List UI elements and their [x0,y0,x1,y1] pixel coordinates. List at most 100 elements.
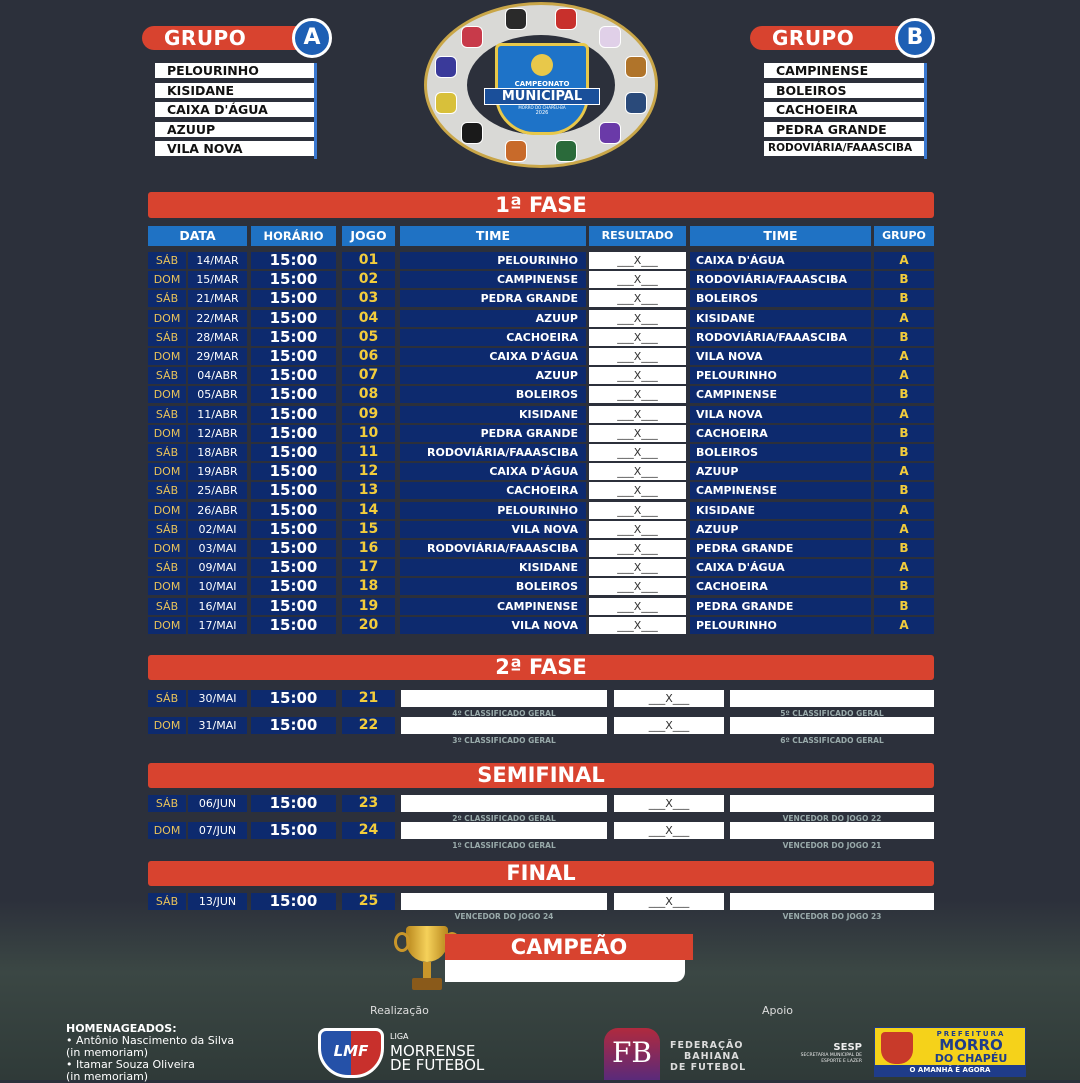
score-field[interactable]: ___X___ [589,482,686,500]
match-time: 15:00 [251,520,336,538]
table-row: DOM 19/ABR 15:00 12 CAIXA D'ÁGUA ___X___ AZUUP… [148,463,934,481]
score-field[interactable]: ___X___ [589,328,686,346]
match-day: DOM [148,616,186,634]
home-team: CACHOEIRA [400,328,586,346]
knockout-row: DOM 07/JUN 15:00 24 ___X___ 1º CLASSIFICADO G… [148,822,934,852]
group-letter: A [874,559,934,577]
home-team: KISIDANE [400,405,586,423]
group-letter: B [874,578,934,596]
home-team: AZUUP [400,367,586,385]
score-field[interactable]: ___X___ [614,690,724,707]
away-team: RODOVIÁRIA/FAAASCIBA [690,328,871,346]
away-team: VILA NOVA [690,405,871,423]
score-field[interactable]: ___X___ [589,386,686,404]
match-day: DOM [148,717,186,734]
team-crest-icon [504,8,527,31]
score-field[interactable]: ___X___ [589,348,686,365]
home-team: VILA NOVA [400,616,586,634]
home-team: PELOURINHO [400,501,586,519]
group-letter: B [874,482,934,500]
logo-city: MORRO DO CHAPÉU-BA [518,105,566,110]
match-time: 15:00 [251,424,336,442]
logo-year: 2026 [535,110,549,116]
home-team: BOLEIROS [400,578,586,596]
score-field[interactable]: ___X___ [589,597,686,615]
prefeitura-line2: DO CHAPÉU [934,1052,1008,1065]
score-field[interactable]: ___X___ [614,822,724,839]
home-qualifier: 4º CLASSIFICADO GERAL [452,709,556,718]
match-day: DOM [148,424,186,442]
lmf-small: LIGA [390,1032,409,1041]
match-date: 17/MAI [188,616,247,634]
home-team-field[interactable] [401,717,607,734]
home-team: RODOVIÁRIA/FAAASCIBA [400,444,586,461]
home-team-field[interactable] [401,795,607,812]
score-field[interactable]: ___X___ [589,271,686,289]
prefeitura-slogan: O AMANHÃ É AGORA [875,1065,1025,1076]
group-a-label: GRUPO [142,26,312,50]
home-team: PELOURINHO [400,252,586,269]
away-team-field[interactable] [730,717,934,734]
match-time: 15:00 [251,252,336,269]
game-number: 19 [342,597,395,615]
away-team: VILA NOVA [690,348,871,365]
away-team-field[interactable] [730,822,934,839]
group-a-letter: A [292,18,332,58]
score-field[interactable]: ___X___ [614,717,724,734]
away-team-field[interactable] [730,690,934,707]
honorees: HOMENAGEADOS: • Antônio Nascimento da Si… [66,1023,234,1083]
home-team-field[interactable] [401,893,607,910]
game-number: 02 [342,271,395,289]
match-time: 15:00 [251,795,336,812]
match-time: 15:00 [251,822,336,839]
score-field[interactable]: ___X___ [589,463,686,481]
score-field[interactable]: ___X___ [614,795,724,812]
team-crest-icon [435,56,458,79]
score-field[interactable]: ___X___ [589,520,686,538]
group-letter: B [874,271,934,289]
score-field[interactable]: ___X___ [589,559,686,577]
score-field[interactable]: ___X___ [589,501,686,519]
away-team-field[interactable] [730,893,934,910]
table-row: DOM 17/MAI 15:00 20 VILA NOVA ___X___ PELOURIN… [148,616,934,634]
home-team-field[interactable] [401,690,607,707]
header-data: DATA [148,226,247,246]
away-team-field[interactable] [730,795,934,812]
match-time: 15:00 [251,893,336,910]
match-date: 18/ABR [188,444,247,461]
group-letter: A [874,309,934,327]
match-day: SÁB [148,690,186,707]
match-time: 15:00 [251,309,336,327]
game-number: 07 [342,367,395,385]
match-day: SÁB [148,795,186,812]
lmf-name: LIGA MORRENSE DE FUTEBOL [390,1030,484,1073]
lmf-logo: LMF [318,1028,384,1078]
score-field[interactable]: ___X___ [589,540,686,557]
fbf-line2: BAHIANA [684,1051,740,1062]
home-team-field[interactable] [401,822,607,839]
score-field[interactable]: ___X___ [589,578,686,596]
score-field[interactable]: ___X___ [614,893,724,910]
game-number: 17 [342,559,395,577]
group-a-team: KISIDANE [155,82,314,98]
score-field[interactable]: ___X___ [589,290,686,308]
away-team: PELOURINHO [690,367,871,385]
score-field[interactable]: ___X___ [589,309,686,327]
score-field[interactable]: ___X___ [589,444,686,461]
home-team: KISIDANE [400,559,586,577]
group-letter: A [874,463,934,481]
score-field[interactable]: ___X___ [589,616,686,634]
score-field[interactable]: ___X___ [589,405,686,423]
sesp-logo: SESP SECRETARIA MUNICIPAL DE ESPORTE E L… [784,1042,862,1065]
match-day: DOM [148,463,186,481]
city-crest-icon [881,1032,913,1064]
score-field[interactable]: ___X___ [589,367,686,385]
home-qualifier: VENCEDOR DO JOGO 24 [454,912,554,921]
header-horario: HORÁRIO [251,226,336,246]
group-letter: A [874,252,934,269]
table-row: SÁB 14/MAR 15:00 01 PELOURINHO ___X___ CAIXA D… [148,252,934,269]
group-a-team: PELOURINHO [155,63,314,78]
score-field[interactable]: ___X___ [589,424,686,442]
score-field[interactable]: ___X___ [589,252,686,269]
knockout-row: DOM 31/MAI 15:00 22 ___X___ 3º CLASSIFICADO G… [148,717,934,747]
